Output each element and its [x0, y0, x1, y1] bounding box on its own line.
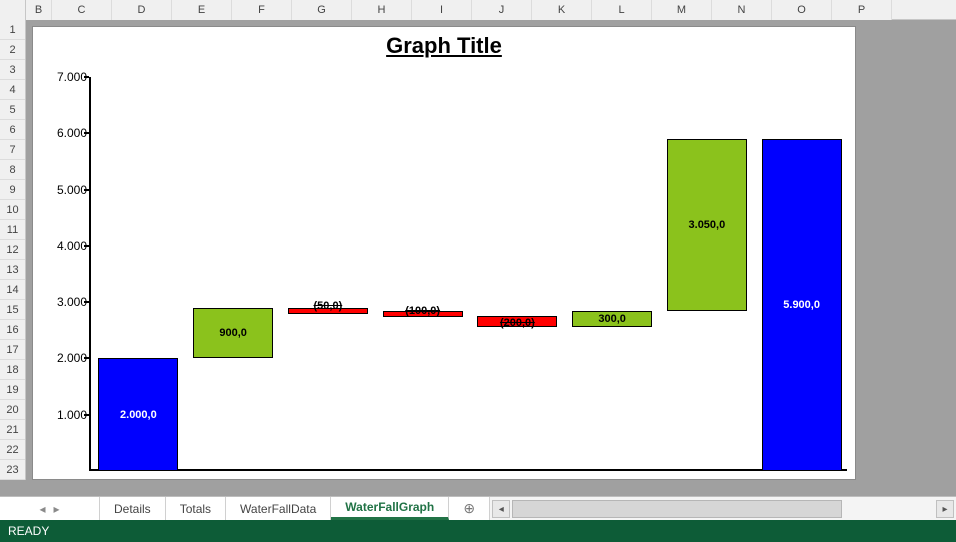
row-header[interactable]: 2: [0, 40, 25, 60]
row-header[interactable]: 20: [0, 400, 25, 420]
scroll-right-button[interactable]: ▸: [936, 500, 954, 518]
y-tick-label: 6.000: [43, 126, 87, 140]
row-header[interactable]: 13: [0, 260, 25, 280]
y-tick-label: 2.000: [43, 351, 87, 365]
scroll-thumb[interactable]: [512, 500, 842, 518]
column-header[interactable]: M: [652, 0, 712, 20]
y-tick-label: 7.000: [43, 70, 87, 84]
chart-bar[interactable]: 300,0: [572, 311, 652, 328]
select-all-corner[interactable]: [0, 0, 26, 20]
horizontal-scrollbar[interactable]: ◂ ▸: [489, 497, 956, 520]
row-header[interactable]: 4: [0, 80, 25, 100]
triangle-left-icon[interactable]: ◂: [39, 502, 45, 516]
tab-nav-buttons[interactable]: ◂ ▸: [0, 497, 100, 520]
column-header[interactable]: N: [712, 0, 772, 20]
column-header[interactable]: D: [112, 0, 172, 20]
row-header[interactable]: 15: [0, 300, 25, 320]
row-header[interactable]: 7: [0, 140, 25, 160]
column-header[interactable]: I: [412, 0, 472, 20]
x-axis: [89, 469, 847, 471]
status-bar: READY: [0, 520, 956, 542]
y-tick-mark: [84, 189, 89, 191]
bar-label: (100,0): [405, 305, 440, 317]
column-header[interactable]: J: [472, 0, 532, 20]
sheet-tab[interactable]: WaterFallGraph: [331, 497, 449, 520]
column-header[interactable]: B: [26, 0, 52, 20]
chart-plot-area[interactable]: 1.0002.0003.0004.0005.0006.0007.0002.000…: [89, 77, 847, 471]
sheet-tab[interactable]: WaterFallData: [226, 497, 331, 520]
y-tick-label: 5.000: [43, 183, 87, 197]
column-header[interactable]: H: [352, 0, 412, 20]
chart-bar[interactable]: 3.050,0: [667, 139, 747, 311]
bar-label: 900,0: [219, 327, 247, 339]
row-header[interactable]: 10: [0, 200, 25, 220]
column-header[interactable]: L: [592, 0, 652, 20]
bar-label: 3.050,0: [689, 219, 726, 231]
scroll-left-button[interactable]: ◂: [492, 500, 510, 518]
y-tick-mark: [84, 76, 89, 78]
column-header[interactable]: O: [772, 0, 832, 20]
y-tick-label: 4.000: [43, 239, 87, 253]
waterfall-chart-object[interactable]: Graph Title 1.0002.0003.0004.0005.0006.0…: [32, 26, 856, 480]
status-text: READY: [8, 524, 49, 538]
row-header[interactable]: 9: [0, 180, 25, 200]
row-header[interactable]: 23: [0, 460, 25, 480]
row-header[interactable]: 17: [0, 340, 25, 360]
row-header-col: 1234567891011121314151617181920212223: [0, 20, 26, 480]
add-sheet-button[interactable]: ⊕: [449, 497, 489, 520]
column-header[interactable]: G: [292, 0, 352, 20]
y-axis: [89, 77, 91, 471]
y-tick-mark: [84, 357, 89, 359]
column-header[interactable]: F: [232, 0, 292, 20]
row-header[interactable]: 11: [0, 220, 25, 240]
chart-bar[interactable]: 2.000,0: [98, 358, 178, 471]
sheet-tab[interactable]: Details: [100, 497, 166, 520]
row-header[interactable]: 6: [0, 120, 25, 140]
column-header[interactable]: E: [172, 0, 232, 20]
column-header[interactable]: K: [532, 0, 592, 20]
bar-label: (50,0): [314, 300, 343, 312]
bar-label: 2.000,0: [120, 409, 157, 421]
y-tick-label: 3.000: [43, 295, 87, 309]
row-header[interactable]: 5: [0, 100, 25, 120]
row-header[interactable]: 21: [0, 420, 25, 440]
row-header[interactable]: 1: [0, 20, 25, 40]
row-header[interactable]: 3: [0, 60, 25, 80]
y-tick-label: 1.000: [43, 408, 87, 422]
triangle-right-icon[interactable]: ▸: [54, 502, 60, 516]
row-header[interactable]: 22: [0, 440, 25, 460]
row-header[interactable]: 8: [0, 160, 25, 180]
spreadsheet-grid[interactable]: BCDEFGHIJKLMNOP 123456789101112131415161…: [0, 0, 956, 496]
row-header[interactable]: 12: [0, 240, 25, 260]
y-tick-mark: [84, 132, 89, 134]
row-header[interactable]: 14: [0, 280, 25, 300]
column-header[interactable]: C: [52, 0, 112, 20]
y-tick-mark: [84, 245, 89, 247]
row-header[interactable]: 18: [0, 360, 25, 380]
y-tick-mark: [84, 414, 89, 416]
chart-bar[interactable]: 5.900,0: [762, 139, 842, 471]
bar-label: 5.900,0: [783, 299, 820, 311]
row-header[interactable]: 19: [0, 380, 25, 400]
sheet-tab-strip: ◂ ▸ DetailsTotalsWaterFallDataWaterFallG…: [0, 496, 956, 520]
bar-label: 300,0: [598, 313, 626, 325]
row-header[interactable]: 16: [0, 320, 25, 340]
bar-label: (200,0): [500, 317, 535, 329]
y-tick-mark: [84, 301, 89, 303]
chart-bar[interactable]: 900,0: [193, 308, 273, 359]
chart-title[interactable]: Graph Title: [33, 33, 855, 59]
column-header[interactable]: P: [832, 0, 892, 20]
column-header-row: BCDEFGHIJKLMNOP: [0, 0, 956, 20]
sheet-tab[interactable]: Totals: [166, 497, 226, 520]
